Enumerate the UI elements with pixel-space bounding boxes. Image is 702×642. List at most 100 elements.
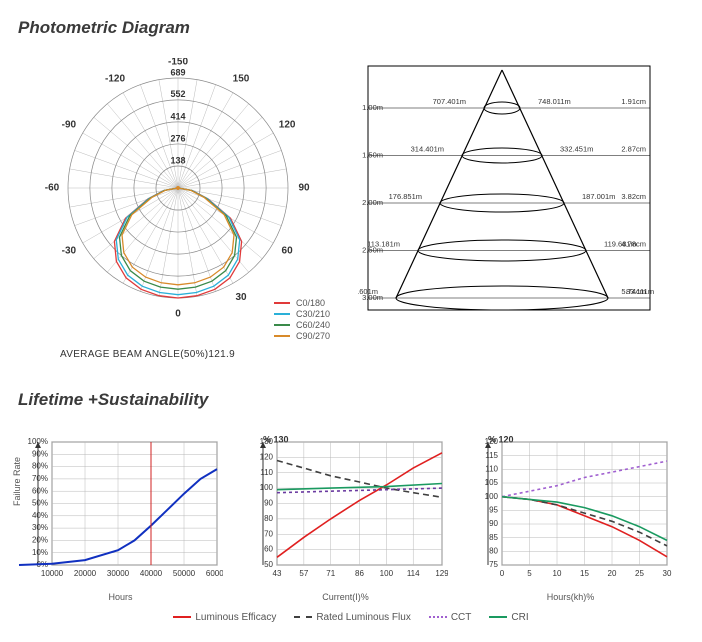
polar-legend-item: C0/180	[274, 298, 330, 308]
svg-text:% 130: % 130	[263, 434, 289, 444]
svg-text:10: 10	[553, 569, 562, 578]
svg-text:100: 100	[380, 569, 394, 578]
svg-text:-120: -120	[105, 74, 125, 85]
svg-text:75: 75	[489, 560, 498, 569]
svg-text:3.82cm: 3.82cm	[621, 192, 646, 201]
svg-text:689: 689	[170, 67, 185, 77]
svg-text:80: 80	[489, 546, 498, 555]
svg-text:-60: -60	[45, 183, 60, 194]
svg-text:50000: 50000	[173, 569, 196, 578]
polar-chart: 138 276 414 552 689-150 150 -120 120 -90 90 -60 60 -…	[18, 58, 338, 338]
svg-text:60: 60	[264, 545, 273, 554]
svg-text:276: 276	[170, 133, 185, 143]
svg-text:86: 86	[355, 569, 364, 578]
section-title-photometric: Photometric Diagram	[18, 18, 684, 38]
svg-text:-150: -150	[168, 58, 188, 68]
svg-text:5.74cm: 5.74cm	[621, 287, 646, 296]
svg-text:90: 90	[264, 499, 273, 508]
svg-text:10000: 10000	[41, 569, 64, 578]
svg-text:332.451m: 332.451m	[560, 144, 593, 153]
svg-text:414: 414	[170, 111, 185, 121]
legend-bottom: Luminous EfficacyRated Luminous FluxCCTC…	[18, 612, 684, 623]
svg-text:707.401m: 707.401m	[433, 97, 466, 106]
svg-text:2.87cm: 2.87cm	[621, 144, 646, 153]
chart-failure: 1000020000300004000050000600000%10%20%30…	[18, 430, 223, 585]
chart-current-container: 435771861001141295060708090100110120130%…	[243, 430, 448, 602]
svg-text:80%: 80%	[32, 462, 48, 471]
svg-text:80: 80	[264, 514, 273, 523]
section-title-lifetime: Lifetime +Sustainability	[18, 390, 684, 410]
svg-text:150: 150	[233, 74, 250, 85]
svg-text:100: 100	[485, 492, 499, 501]
row-lifetime: Failure Rate 100002000030000400005000060…	[18, 430, 684, 602]
svg-text:129: 129	[435, 569, 448, 578]
svg-text:138: 138	[170, 155, 185, 165]
polar-legend-item: C30/210	[274, 309, 330, 319]
svg-text:90%: 90%	[32, 449, 48, 458]
svg-text:% 120: % 120	[488, 434, 514, 444]
svg-text:30: 30	[663, 569, 672, 578]
svg-text:4.78cm: 4.78cm	[621, 239, 646, 248]
chart-failure-xlabel: Hours	[18, 592, 223, 602]
svg-text:114: 114	[407, 569, 420, 578]
svg-text:10%: 10%	[32, 548, 48, 557]
svg-text:30%: 30%	[32, 523, 48, 532]
svg-text:60000: 60000	[206, 569, 223, 578]
svg-text:-30: -30	[62, 246, 77, 257]
beam-diagram: 1.00m 707.401m 748.011m 1.91cm 1.50m 314.401m…	[358, 58, 658, 323]
svg-text:40%: 40%	[32, 511, 48, 520]
svg-text:110: 110	[485, 464, 498, 473]
svg-text:20: 20	[608, 569, 617, 578]
svg-text:-90: -90	[62, 120, 77, 131]
svg-text:70%: 70%	[32, 474, 48, 483]
svg-text:15: 15	[580, 569, 589, 578]
polar-legend-item: C90/270	[274, 331, 330, 341]
svg-text:314.401m: 314.401m	[411, 144, 444, 153]
polar-legend: C0/180C30/210C60/240C90/270	[274, 298, 330, 342]
row-photometric: 138 276 414 552 689-150 150 -120 120 -90 90 -60 60 -…	[18, 58, 684, 360]
svg-text:90: 90	[489, 519, 498, 528]
svg-text:0: 0	[500, 569, 505, 578]
svg-text:113.181m: 113.181m	[367, 239, 400, 248]
chart-current: 435771861001141295060708090100110120130%…	[243, 430, 448, 585]
chart-failure-ylabel: Failure Rate	[12, 457, 22, 506]
polar-legend-item: C60/240	[274, 320, 330, 330]
svg-text:748.011m: 748.011m	[538, 97, 571, 106]
svg-text:50%: 50%	[32, 499, 48, 508]
svg-text:120: 120	[279, 120, 296, 131]
svg-text:25: 25	[635, 569, 644, 578]
svg-text:5: 5	[527, 569, 532, 578]
legend-item: Rated Luminous Flux	[294, 612, 411, 623]
svg-text:105: 105	[485, 478, 499, 487]
svg-text:176.851m: 176.851m	[389, 192, 422, 201]
svg-text:115: 115	[485, 451, 498, 460]
legend-item: CCT	[429, 612, 472, 623]
svg-text:110: 110	[260, 468, 273, 477]
svg-text:60%: 60%	[32, 486, 48, 495]
polar-caption: AVERAGE BEAM ANGLE(50%)121.9	[60, 349, 338, 360]
svg-text:2.00m: 2.00m	[362, 198, 383, 207]
svg-text:85: 85	[489, 533, 498, 542]
svg-text:120: 120	[260, 452, 274, 461]
chart-hours: 0510152025307580859095100105110115120% 1…	[468, 430, 673, 585]
chart-hours-container: 0510152025307580859095100105110115120% 1…	[468, 430, 673, 602]
svg-text:0: 0	[175, 309, 181, 320]
svg-text:30000: 30000	[107, 569, 130, 578]
svg-text:60: 60	[282, 246, 294, 257]
svg-text:1.00m: 1.00m	[362, 103, 383, 112]
legend-item: CRI	[489, 612, 528, 623]
svg-text:71: 71	[326, 569, 335, 578]
chart-hours-xlabel: Hours(kh)%	[468, 592, 673, 602]
svg-text:43: 43	[273, 569, 282, 578]
svg-text:20%: 20%	[32, 536, 48, 545]
svg-text:187.001m: 187.001m	[582, 192, 615, 201]
svg-text:552: 552	[170, 89, 185, 99]
chart-current-xlabel: Current(I)%	[243, 592, 448, 602]
svg-text:95: 95	[489, 505, 498, 514]
svg-text:1.91cm: 1.91cm	[621, 97, 646, 106]
svg-text:100: 100	[260, 483, 274, 492]
svg-text:20000: 20000	[74, 569, 97, 578]
svg-text:90: 90	[298, 183, 310, 194]
chart-failure-container: Failure Rate 100002000030000400005000060…	[18, 430, 223, 602]
svg-text:1.50m: 1.50m	[362, 150, 383, 159]
